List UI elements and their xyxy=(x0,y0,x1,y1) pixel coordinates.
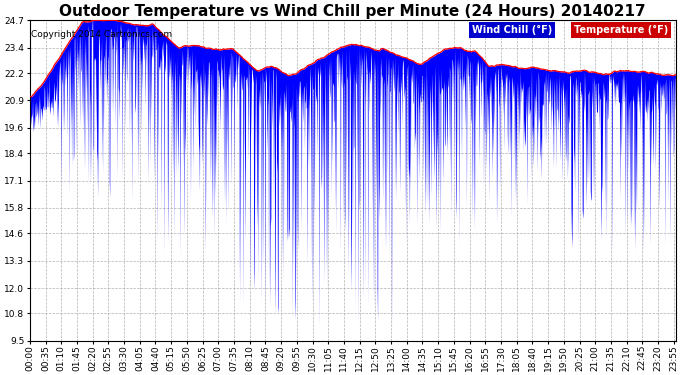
Text: Wind Chill (°F): Wind Chill (°F) xyxy=(472,25,553,35)
Title: Outdoor Temperature vs Wind Chill per Minute (24 Hours) 20140217: Outdoor Temperature vs Wind Chill per Mi… xyxy=(59,4,646,19)
Text: Temperature (°F): Temperature (°F) xyxy=(574,25,669,35)
Text: Copyright 2014 Cartronics.com: Copyright 2014 Cartronics.com xyxy=(31,30,172,39)
